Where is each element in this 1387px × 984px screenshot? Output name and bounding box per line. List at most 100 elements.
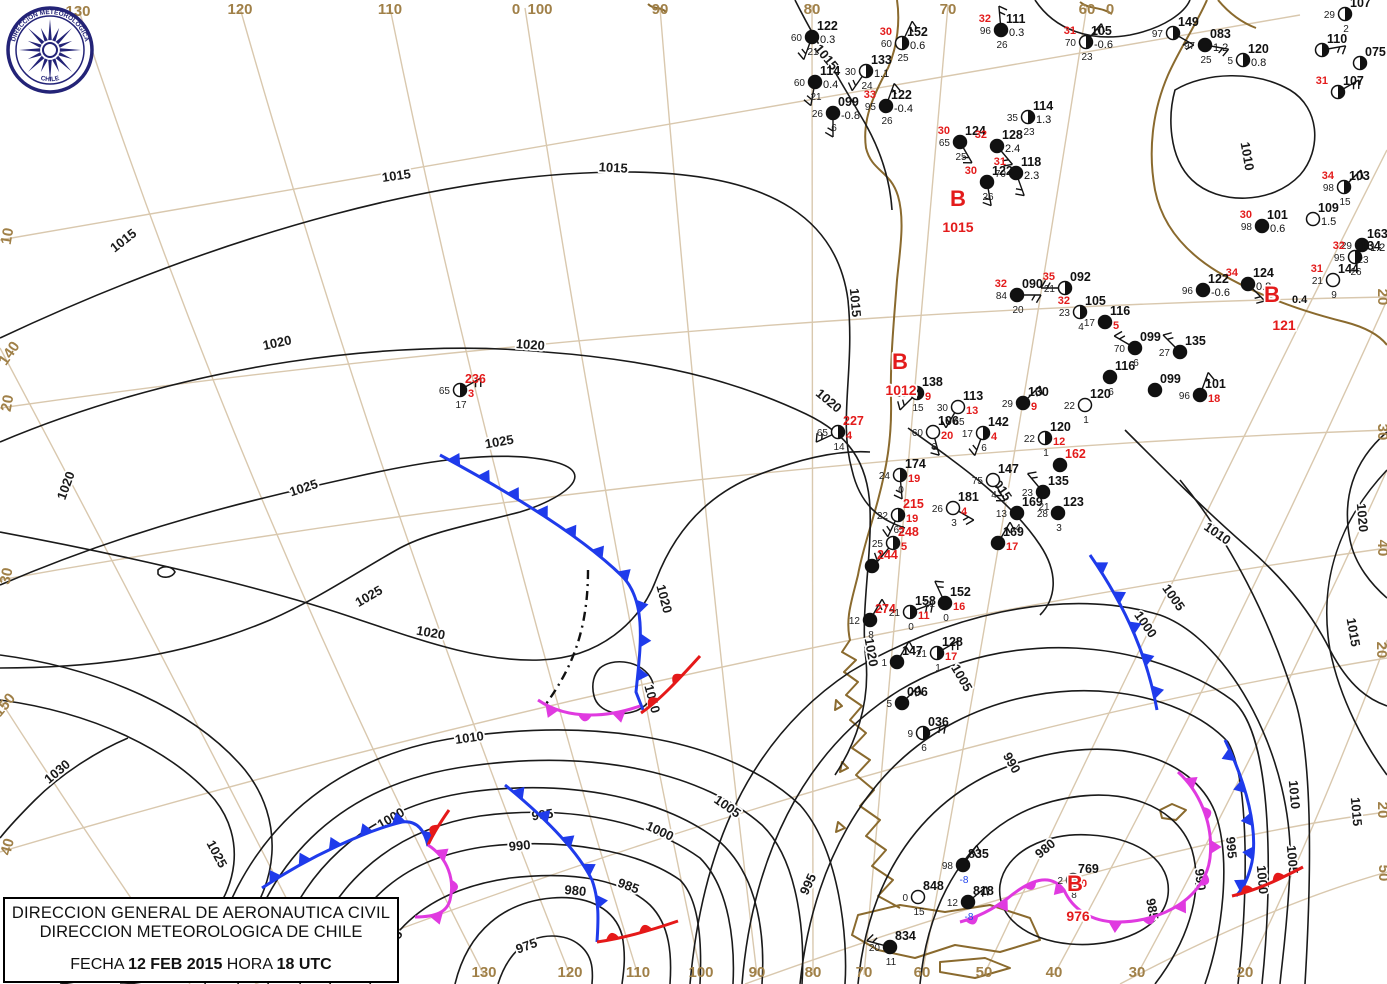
svg-text:-0.6: -0.6 — [1211, 287, 1230, 299]
svg-text:30: 30 — [0, 566, 17, 586]
station-plot: 120 22 1 — [1064, 387, 1111, 426]
svg-text:30: 30 — [1240, 209, 1252, 221]
station-plot: 31 105-0.6 70 23 — [1064, 23, 1113, 63]
svg-text:14: 14 — [833, 442, 845, 453]
svg-text:128: 128 — [1002, 128, 1023, 142]
svg-text:1020: 1020 — [1354, 503, 1371, 533]
svg-text:31: 31 — [1064, 25, 1076, 37]
svg-text:152: 152 — [907, 25, 928, 39]
svg-text:0.3: 0.3 — [820, 34, 835, 46]
svg-text:1: 1 — [1043, 448, 1049, 459]
svg-text:25: 25 — [897, 53, 909, 64]
svg-text:848: 848 — [923, 879, 944, 893]
svg-text:17: 17 — [455, 400, 467, 411]
svg-text:29: 29 — [1002, 399, 1014, 410]
svg-text:1.2: 1.2 — [1213, 42, 1228, 54]
svg-text:98: 98 — [1241, 222, 1253, 233]
svg-text:122: 122 — [891, 88, 912, 102]
station-plot: 147 75 4 — [972, 462, 1019, 502]
svg-text:162: 162 — [1065, 447, 1086, 461]
svg-text:099: 099 — [1160, 372, 1181, 386]
svg-text:0: 0 — [512, 1, 520, 18]
cold-front — [261, 820, 430, 890]
station-plot: 169 13 4 — [996, 495, 1043, 534]
svg-text:135: 135 — [1048, 474, 1069, 488]
svg-text:133: 133 — [871, 53, 892, 67]
svg-text:976: 976 — [1066, 908, 1090, 924]
svg-text:18: 18 — [1208, 393, 1220, 405]
svg-text:26: 26 — [932, 504, 944, 515]
svg-text:227: 227 — [843, 414, 864, 428]
svg-text:1025: 1025 — [352, 582, 385, 609]
svg-text:4: 4 — [991, 490, 997, 501]
svg-text:980: 980 — [564, 882, 587, 899]
svg-text:B: B — [1264, 282, 1280, 307]
svg-text:1015: 1015 — [381, 166, 412, 185]
svg-text:0.6: 0.6 — [1270, 223, 1285, 235]
svg-text:0: 0 — [898, 485, 904, 496]
svg-text:10: 10 — [0, 227, 17, 246]
station-plot: 036 96 — [907, 715, 948, 754]
svg-text:1020: 1020 — [813, 386, 845, 416]
svg-text:35: 35 — [1043, 271, 1055, 283]
svg-text:2: 2 — [1057, 876, 1063, 887]
svg-text:099: 099 — [1140, 330, 1161, 344]
svg-text:30: 30 — [938, 125, 950, 137]
svg-text:6: 6 — [921, 743, 927, 754]
svg-text:138: 138 — [922, 375, 943, 389]
svg-text:30: 30 — [937, 403, 949, 414]
svg-text:124: 124 — [965, 124, 986, 138]
svg-text:1020: 1020 — [862, 637, 882, 668]
svg-text:9: 9 — [925, 391, 931, 403]
warm-front — [640, 654, 702, 715]
svg-text:60: 60 — [794, 78, 806, 89]
svg-text:114: 114 — [1033, 99, 1053, 113]
svg-text:4: 4 — [1015, 523, 1021, 534]
svg-text:26: 26 — [881, 116, 893, 127]
low-pressure-marker: B 121 0.4 — [1262, 280, 1308, 335]
svg-text:19: 19 — [906, 513, 918, 525]
svg-text:6: 6 — [981, 443, 987, 454]
svg-text:65: 65 — [439, 386, 451, 397]
svg-text:17: 17 — [1084, 318, 1096, 329]
svg-text:111: 111 — [1006, 12, 1026, 26]
svg-text:27: 27 — [1159, 348, 1171, 359]
svg-text:1005: 1005 — [1284, 845, 1301, 875]
svg-text:101: 101 — [1267, 208, 1288, 222]
station-plot: 834 20 11 — [866, 929, 916, 968]
svg-text:26: 26 — [1350, 267, 1362, 278]
station-plot: 116 6 — [1102, 359, 1135, 398]
low-pressure-marker: B 1015 — [941, 184, 976, 237]
svg-text:5: 5 — [1227, 56, 1233, 67]
station-plot: 149 97 — [1152, 15, 1199, 51]
svg-text:30: 30 — [1374, 424, 1387, 441]
svg-text:110: 110 — [378, 1, 402, 18]
svg-text:096: 096 — [907, 685, 928, 699]
svg-text:130: 130 — [471, 964, 496, 981]
station-plot: 113 13 30 65 — [937, 389, 983, 429]
svg-text:075: 075 — [1365, 45, 1386, 59]
svg-text:0: 0 — [1081, 878, 1087, 890]
station-plot: 32 105 23 4 — [1058, 294, 1106, 333]
svg-text:1025: 1025 — [288, 476, 320, 499]
svg-text:1020: 1020 — [261, 332, 292, 353]
svg-text:30: 30 — [965, 165, 977, 177]
svg-text:106: 106 — [938, 414, 959, 428]
svg-text:114: 114 — [820, 64, 840, 78]
svg-text:6: 6 — [1133, 358, 1139, 369]
svg-text:990: 990 — [508, 837, 531, 854]
svg-text:1015: 1015 — [598, 159, 628, 175]
svg-text:90: 90 — [749, 964, 766, 981]
svg-text:1.3: 1.3 — [1036, 114, 1051, 126]
station-plot: 32 090 84 20 — [995, 277, 1043, 316]
cold-front — [1223, 739, 1256, 898]
svg-text:22: 22 — [877, 511, 889, 522]
